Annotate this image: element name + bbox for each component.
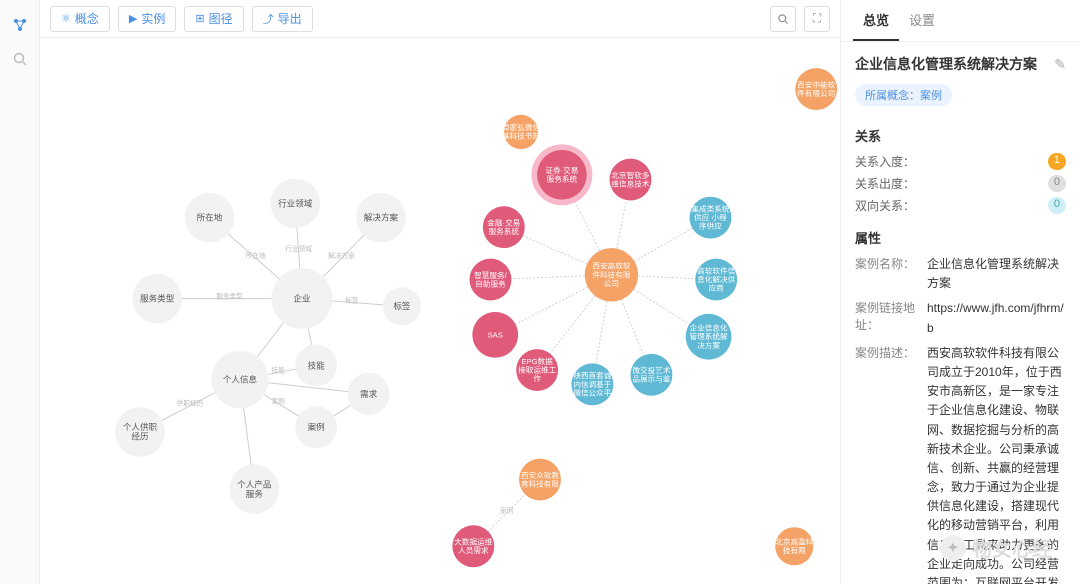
graph-node[interactable]: 需求 — [348, 373, 390, 415]
rel-in-row: 关系入度： 1 — [855, 153, 1066, 170]
attr-link-value: https://www.jfh.com/jfhrm/b — [927, 299, 1066, 337]
side-title: 企业信息化管理系统解决方案 ✎ — [855, 54, 1066, 74]
graph-node[interactable]: 服务类型 — [132, 274, 182, 324]
graph-node[interactable]: 证券·交易服务系统 — [531, 144, 592, 205]
concept-icon: ⚛ — [61, 12, 71, 25]
graph-canvas[interactable]: 所在地行业领域解决方案服务类型标签技能案例供职经历所在地行业领域解决方案服务类型… — [40, 38, 840, 584]
graph-node[interactable]: 北京高盈科技有限 — [775, 527, 813, 565]
svg-text:供职经历: 供职经历 — [177, 399, 204, 408]
svg-text:案例: 案例 — [500, 506, 514, 515]
graph-node[interactable]: 西安中能软件有限公司 — [795, 68, 837, 110]
graph-node[interactable]: 微交投艺术品展示与鉴 — [630, 354, 672, 396]
relation-header: 关系 — [855, 126, 1066, 145]
rel-bi-value: 0 — [1048, 197, 1066, 214]
graph-node[interactable]: EPG数据接取运维工作 — [516, 349, 558, 391]
graph-node[interactable]: 金融·交易服务系统 — [483, 206, 525, 248]
svg-text:技能: 技能 — [271, 365, 285, 374]
rel-out-value: 0 — [1048, 175, 1066, 192]
attr-header: 属性 — [855, 228, 1066, 247]
tab-overview[interactable]: 总览 — [853, 0, 899, 41]
graph-node[interactable]: 案例 — [295, 406, 337, 448]
search-rail-icon[interactable] — [11, 50, 29, 68]
attr-name-value: 企业信息化管理系统解决方案 — [927, 255, 1066, 293]
graph-node[interactable]: 周家弘微信基科技书部 — [502, 115, 540, 149]
export-icon: ⤴ — [263, 11, 274, 27]
concept-label: 概念 — [75, 10, 99, 27]
graph-node[interactable]: SAS — [472, 312, 518, 358]
graph-node[interactable]: 所在地 — [185, 193, 235, 243]
attr-desc-value: 西安高软软件科技有限公司成立于2010年，位于西安市高新区，是一家专注于企业信息… — [927, 344, 1066, 584]
rel-bi-row: 双向关系： 0 — [855, 197, 1066, 214]
graph-node[interactable]: 个人产品服务 — [230, 464, 280, 514]
graph-node[interactable]: 西安高软软件科技有限公司 — [585, 248, 638, 301]
example-icon: ▶ — [129, 12, 137, 25]
export-label: 导出 — [278, 10, 302, 27]
toolbar: ⚛ 概念 ▶ 实例 ⊞ 图径 ⤴导出 ⛶ — [40, 0, 840, 38]
svg-text:案例: 案例 — [271, 396, 285, 405]
pathlen-label: 图径 — [209, 10, 233, 27]
graph-node[interactable]: 个人供职经历 — [115, 407, 165, 457]
rel-in-value: 1 — [1048, 153, 1066, 170]
graph-node[interactable]: 企业信息化管理系统解决方案 — [686, 314, 732, 360]
pathlen-button[interactable]: ⊞ 图径 — [184, 6, 243, 32]
left-rail — [0, 0, 40, 584]
attr-link-label: 案例链接地址： — [855, 299, 927, 337]
svg-text:标签: 标签 — [345, 295, 359, 304]
svg-text:行业领域: 行业领域 — [285, 244, 312, 253]
graph-icon[interactable] — [11, 16, 29, 34]
svg-text:解决方案: 解决方案 — [328, 251, 355, 260]
graph-node[interactable]: 解决方案 — [356, 193, 406, 243]
graph-node[interactable]: 技能 — [295, 344, 337, 386]
example-button[interactable]: ▶ 实例 — [118, 6, 176, 32]
graph-node[interactable]: 标签 — [383, 287, 421, 325]
rel-out-row: 关系出度： 0 — [855, 175, 1066, 192]
svg-text:服务类型: 服务类型 — [216, 292, 243, 301]
fullscreen-icon[interactable]: ⛶ — [804, 6, 830, 32]
search-icon[interactable] — [770, 6, 796, 32]
attr-desc-label: 案例描述： — [855, 344, 927, 584]
example-label: 实例 — [141, 10, 165, 27]
attr-desc: 案例描述：西安高软软件科技有限公司成立于2010年，位于西安市高新区，是一家专注… — [855, 344, 1066, 584]
graph-node[interactable]: 西安众软教育科技有限 — [519, 459, 561, 501]
graph-node[interactable]: 行业领域 — [270, 179, 320, 229]
graph-node[interactable]: 集成类系统供应 小程序供应 — [690, 197, 732, 239]
svg-text:所在地: 所在地 — [246, 251, 266, 260]
attr-name: 案例名称：企业信息化管理系统解决方案 — [855, 255, 1066, 293]
rel-in-label: 关系入度： — [855, 153, 915, 170]
main-area: ⚛概念 ▶实例 ⊞图径 ⤴导出 ⛶ 所在地行业领域解决方案服务类型标签技能案例供… — [40, 0, 840, 584]
edit-icon[interactable]: ✎ — [1054, 56, 1066, 73]
rel-out-label: 关系出度： — [855, 175, 915, 192]
attr-name-label: 案例名称： — [855, 255, 927, 293]
pathlen-icon: ⊞ — [195, 12, 204, 25]
graph-node[interactable]: 智慧服务/自助服务 — [470, 259, 512, 301]
side-tabs: 总览 设置 — [841, 0, 1080, 42]
tab-settings[interactable]: 设置 — [899, 0, 945, 41]
graph-node[interactable]: 北京智软多维信息技术 — [610, 159, 652, 201]
graph-node[interactable]: 高软软件信息化解决供应商 — [695, 259, 737, 301]
side-panel: 总览 设置 企业信息化管理系统解决方案 ✎ 所属概念：案例 关系 关系入度： 1 关… — [840, 0, 1080, 584]
side-body: 企业信息化管理系统解决方案✎ 所属概念：案例 关系 关系入度：1 关系出度：0 … — [841, 42, 1080, 584]
concept-button[interactable]: ⚛ 概念 — [50, 6, 110, 32]
side-title-text: 企业信息化管理系统解决方案 — [855, 54, 1037, 74]
graph-node[interactable]: 企业 — [271, 268, 332, 329]
graph-node[interactable]: 个人信息 — [211, 351, 268, 408]
graph-node[interactable]: 陕西首套诚内信调基于微信公众平 — [571, 363, 613, 405]
graph-node[interactable]: 大数据运维人员需求 — [452, 525, 494, 567]
export-button[interactable]: ⤴导出 — [252, 6, 313, 32]
concept-chip[interactable]: 所属概念：案例 — [855, 84, 952, 106]
attr-link: 案例链接地址：https://www.jfh.com/jfhrm/b — [855, 299, 1066, 337]
rel-bi-label: 双向关系： — [855, 197, 915, 214]
